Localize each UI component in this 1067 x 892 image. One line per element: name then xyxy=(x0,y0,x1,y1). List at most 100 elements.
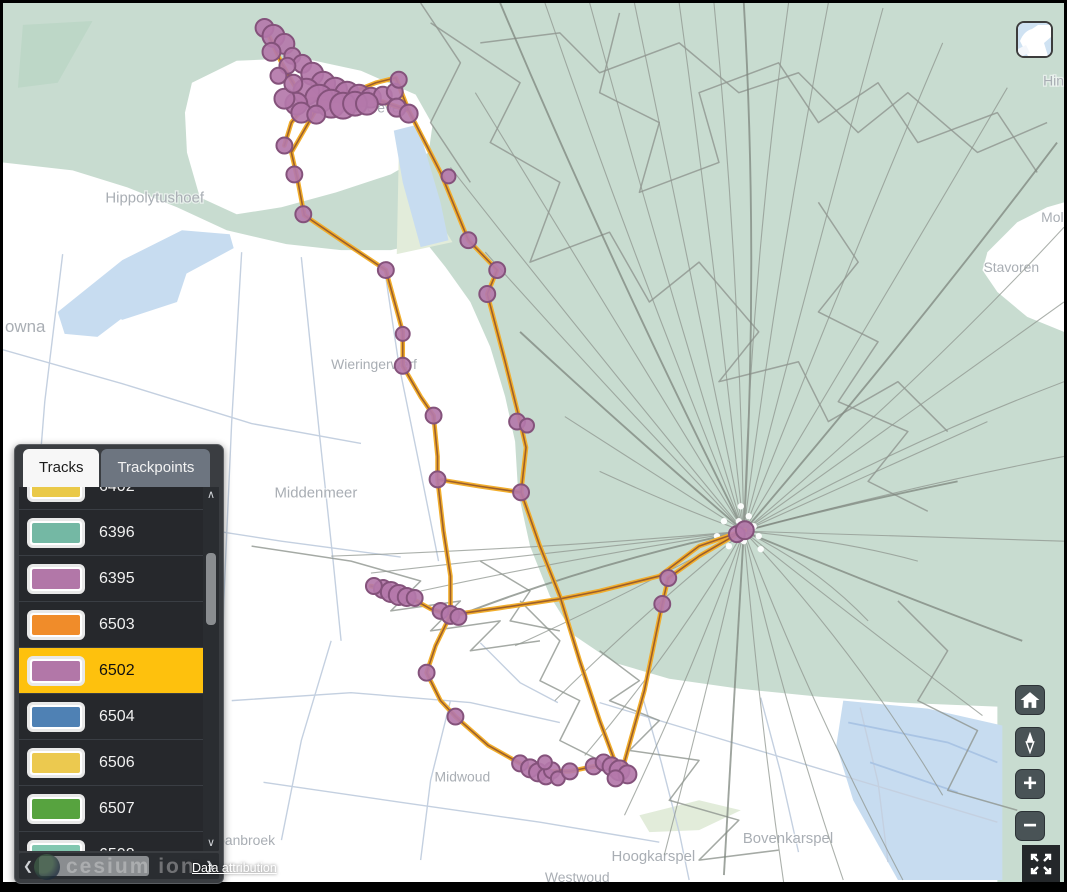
fullscreen-button[interactable] xyxy=(1022,845,1060,882)
track-color-swatch[interactable] xyxy=(27,487,85,502)
track-color-swatch[interactable] xyxy=(27,793,85,824)
trackpoint-marker[interactable] xyxy=(405,589,424,607)
land-polygon xyxy=(3,162,998,882)
track-list: 6402 6396 6395 6503 6502 6504 65 xyxy=(19,487,219,851)
track-row-6395[interactable]: 6395 xyxy=(19,556,203,602)
track-row-6402[interactable]: 6402 xyxy=(19,487,203,510)
track-color-swatch[interactable] xyxy=(27,609,85,640)
background-track-ray xyxy=(743,226,1064,532)
track-color xyxy=(32,522,80,543)
zoom-in-button[interactable]: + xyxy=(1015,769,1045,799)
trackpoint-marker[interactable] xyxy=(606,769,625,788)
track-color xyxy=(32,798,80,819)
track-row-6503[interactable]: 6503 xyxy=(19,602,203,648)
minimap-button[interactable] xyxy=(1016,21,1053,58)
trackpoint-marker[interactable] xyxy=(394,325,411,342)
trackpoint-marker[interactable] xyxy=(653,594,672,613)
track-color-swatch[interactable] xyxy=(27,517,85,548)
vertical-scroll-thumb[interactable] xyxy=(206,553,216,625)
trackpoint-marker[interactable] xyxy=(440,168,457,185)
track-color-swatch[interactable] xyxy=(27,563,85,594)
tab-tracks[interactable]: Tracks xyxy=(23,449,100,487)
track-color-swatch[interactable] xyxy=(27,839,85,851)
background-track-ray xyxy=(743,531,904,881)
trackpoint-marker[interactable] xyxy=(734,520,755,541)
trackpoint-marker[interactable] xyxy=(519,417,535,434)
horizontal-scroll-track[interactable] xyxy=(37,853,201,879)
trackpoint-marker[interactable] xyxy=(536,754,553,771)
trackpoint-marker[interactable] xyxy=(261,41,282,62)
place-label: Hin xyxy=(1043,73,1064,89)
background-track-ray xyxy=(589,3,745,532)
track-color-swatch[interactable] xyxy=(27,701,85,732)
map-canvas[interactable]: Den OeverHippolytushoefownaWieringerwerf… xyxy=(3,3,1064,882)
background-track-ray xyxy=(743,7,884,532)
trackpoint-marker[interactable] xyxy=(446,707,465,726)
trackpoint-marker[interactable] xyxy=(459,231,478,250)
horizontal-scroll-thumb[interactable] xyxy=(39,856,149,876)
road-line xyxy=(280,640,332,841)
background-track-ray xyxy=(743,301,1064,532)
background-track-ray xyxy=(743,421,988,532)
track-row-6507[interactable]: 6507 xyxy=(19,786,203,832)
trackpoint-marker[interactable] xyxy=(275,136,294,155)
track-id-label: 6396 xyxy=(99,523,135,541)
track-row-6508[interactable]: 6508 xyxy=(19,832,203,851)
trackpoint-marker[interactable] xyxy=(273,87,296,110)
horizontal-scrollbar[interactable]: ❮ ❯ xyxy=(19,853,219,879)
trackpoint-marker[interactable] xyxy=(306,104,327,125)
zoom-out-button[interactable]: − xyxy=(1015,811,1045,841)
trackpoint-marker[interactable] xyxy=(285,165,304,184)
trackpoint-marker[interactable] xyxy=(488,261,507,280)
vertical-scrollbar[interactable]: ∧ ∨ xyxy=(203,487,219,851)
background-track-ray xyxy=(743,531,844,881)
trackpoint-marker[interactable] xyxy=(294,205,313,224)
compass-button[interactable] xyxy=(1015,727,1045,757)
trackpoint-marker[interactable] xyxy=(389,70,408,89)
track-color xyxy=(32,844,80,851)
trackpoint-marker[interactable] xyxy=(449,607,468,626)
trackpoint-marker[interactable] xyxy=(355,91,379,116)
roost-highlight-dot xyxy=(737,503,745,510)
map-container[interactable]: Den OeverHippolytushoefownaWieringerwerf… xyxy=(3,3,1064,882)
tab-trackpoints[interactable]: Trackpoints xyxy=(101,449,211,487)
scroll-left-icon[interactable]: ❮ xyxy=(22,859,34,873)
trackpoint-marker[interactable] xyxy=(393,356,412,375)
trackpoint-marker[interactable] xyxy=(560,762,579,781)
home-button[interactable] xyxy=(1015,685,1045,715)
track-color-swatch[interactable] xyxy=(27,655,85,686)
trackpoint-marker[interactable] xyxy=(376,261,395,280)
trackpoint-marker[interactable] xyxy=(398,103,419,124)
track-id-label: 6506 xyxy=(99,753,135,771)
track-id-label: 6508 xyxy=(99,846,135,852)
place-label: owna xyxy=(5,317,46,336)
trackpoint-marker[interactable] xyxy=(424,406,443,425)
trackpoint-marker[interactable] xyxy=(659,569,678,588)
background-track-ray xyxy=(544,3,745,532)
background-track-ray xyxy=(743,141,1058,532)
track-color-swatch[interactable] xyxy=(27,747,85,778)
trackpoint-marker[interactable] xyxy=(269,66,288,85)
background-track-ray xyxy=(633,3,745,532)
trackpoint-marker[interactable] xyxy=(364,577,383,595)
vertical-scroll-track[interactable] xyxy=(203,503,219,835)
trackpoint-marker[interactable] xyxy=(512,483,531,502)
track-row-6504[interactable]: 6504 xyxy=(19,694,203,740)
trackpoint-marker[interactable] xyxy=(428,470,447,489)
track-row-6502[interactable]: 6502 xyxy=(19,648,203,694)
background-track xyxy=(480,32,1048,154)
trackpoint-marker[interactable] xyxy=(417,663,436,682)
trackpoint-marker[interactable] xyxy=(283,73,304,94)
background-track-ray xyxy=(519,331,745,532)
scroll-up-icon[interactable]: ∧ xyxy=(206,489,216,501)
background-track-ray xyxy=(420,530,744,592)
trackpoint-marker[interactable] xyxy=(478,285,497,303)
track-row-6506[interactable]: 6506 xyxy=(19,740,203,786)
background-track-ray xyxy=(331,530,744,557)
track-id-label: 6402 xyxy=(99,487,135,496)
track-row-6396[interactable]: 6396 xyxy=(19,510,203,556)
data-attribution-link[interactable]: Data attribution xyxy=(192,861,277,875)
background-track-ray xyxy=(663,531,745,856)
scroll-right-icon[interactable]: ❯ xyxy=(204,859,216,873)
scroll-down-icon[interactable]: ∨ xyxy=(206,837,216,849)
